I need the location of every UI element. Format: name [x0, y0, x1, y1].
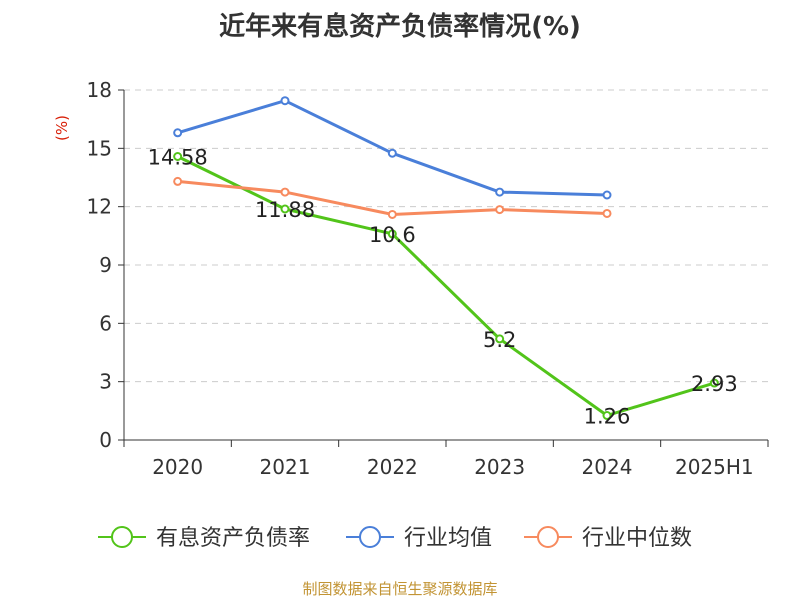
legend-marker-icon [111, 526, 133, 548]
legend-label: 行业均值 [404, 526, 492, 551]
series-line-0 [177, 155, 715, 417]
data-point [602, 208, 612, 218]
data-point [280, 187, 290, 197]
data-point [280, 96, 290, 106]
data-label: 1.26 [584, 405, 631, 429]
data-point [602, 411, 612, 420]
data-point [387, 229, 397, 239]
axes: 0 3 6 9 12 15 18 2020 2021 2022 2023 2024 2025H1 [87, 78, 769, 479]
data-point [173, 152, 183, 161]
legend-label: 行业中位数 [582, 526, 692, 551]
data-label: 11.88 [255, 198, 315, 222]
y-tick-label: 15 [87, 136, 112, 160]
data-label: 10.6 [369, 223, 416, 247]
legend-item-1[interactable]: 行业均值 [346, 526, 492, 551]
legend[interactable]: 有息资产负债率 行业均值 行业中位数 [98, 526, 692, 551]
y-axis-label: (%) [53, 115, 71, 141]
data-point [280, 204, 290, 214]
chart-title: 近年来有息资产负债率情况(%) [219, 12, 581, 42]
y-tick-label: 6 [99, 311, 112, 335]
x-tick-label: 2025H1 [675, 455, 754, 479]
data-label: 14.58 [148, 146, 208, 170]
x-tick-label: 2021 [260, 455, 311, 479]
y-tick-label: 0 [99, 428, 112, 452]
data-point [173, 128, 183, 138]
y-tick-label: 12 [87, 195, 112, 219]
y-tick-label: 3 [99, 370, 112, 394]
data-label: 2.93 [691, 372, 738, 396]
x-tick-label: 2024 [582, 455, 633, 479]
data-point [173, 176, 183, 186]
source-note: 制图数据来自恒生聚源数据库 [302, 580, 498, 598]
data-point [602, 190, 612, 200]
data-point [387, 209, 397, 219]
y-tick-label: 18 [87, 78, 112, 102]
series-lines [173, 96, 719, 420]
legend-marker-icon [359, 526, 381, 548]
legend-item-0[interactable]: 有息资产负债率 [98, 526, 310, 551]
legend-marker-icon [537, 526, 559, 548]
x-tick-label: 2023 [474, 455, 525, 479]
data-point [387, 148, 397, 158]
data-point [495, 205, 505, 215]
data-point [495, 187, 505, 197]
legend-item-2[interactable]: 行业中位数 [524, 526, 692, 551]
data-point [495, 334, 505, 344]
series-line-2 [177, 179, 608, 216]
data-labels: 14.58 11.88 10.6 5.2 1.26 2.93 [148, 146, 738, 429]
grid-lines [124, 89, 768, 383]
legend-label: 有息资产负债率 [156, 526, 310, 551]
x-tick-label: 2020 [152, 455, 203, 479]
data-label: 5.2 [483, 328, 516, 352]
y-tick-label: 9 [99, 253, 112, 277]
data-point [709, 378, 719, 388]
x-tick-label: 2022 [367, 455, 418, 479]
